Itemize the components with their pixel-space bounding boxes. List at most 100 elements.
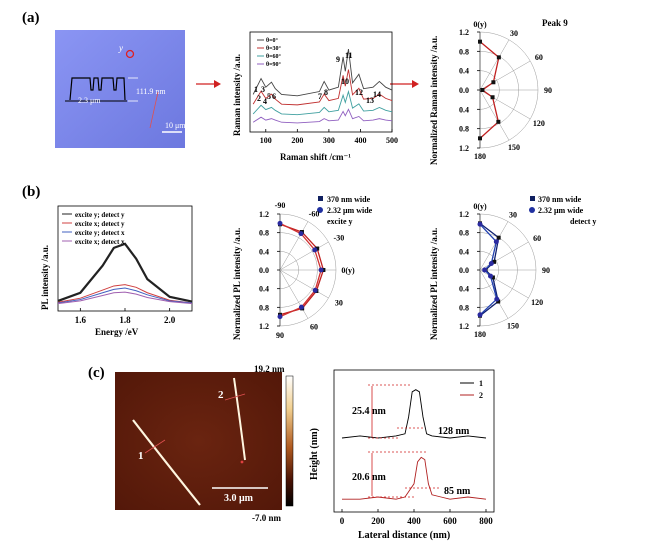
polar3-rtick-label-1: 0.8 [459,229,469,238]
profile-xtick-label-2: 400 [407,516,421,526]
panel-label-c: (c) [88,365,105,381]
polar3-point-1-2 [488,260,494,266]
polar3-rtick-label-4: 0.4 [459,285,469,294]
polar1-angle-label-1: 30 [510,29,518,38]
raman-xlabel: Raman shift /cm⁻¹ [280,152,351,162]
pl-xtick-label-0: 1.6 [75,315,87,325]
raman-peak-9: 9 [336,55,340,64]
polar2-spoke-4 [279,269,329,299]
polar2-point-1-6 [277,314,283,320]
raman-peak-5: 5 [267,92,271,101]
afm-colorbar-label: Height (nm) [309,428,320,480]
pl-legend-2: excite y; detect x [75,229,125,237]
polar1-angle-label-2: 60 [535,53,543,62]
polar2-spoke-1 [279,221,309,271]
polar1-point-0-0 [478,39,482,44]
profile-xlabel: Lateral distance (nm) [358,530,450,541]
afm-scale-min: -7.0 nm [252,513,282,523]
polar1-rtick-label-2: 0.4 [459,67,469,76]
polar1-point-0-3 [480,88,485,92]
profile-xtick-label-1: 200 [371,516,385,526]
profile-xtick-label-3: 600 [443,516,457,526]
raman-chart: Raman intensity /a.u. Raman shift /cm⁻¹ … [232,31,398,162]
polar3-rtick-label-0: 1.2 [459,210,469,219]
polar1-spoke-5 [479,89,510,141]
raman-legend-2: θ=60° [266,53,282,60]
polar3-point-1-1 [493,239,499,245]
polar3-point-0-4 [490,275,495,280]
polar-detect-y-chart: Normalized PL intensity /a.u. 370 nm wid… [429,195,596,340]
polar3-angle-label-5: 150 [507,321,519,330]
polar3-point-1-0 [477,221,483,227]
nanowire-line [149,91,159,129]
polar-peak9-chart: Peak 9 Normalized Raman intensity /a.u. … [429,18,568,165]
polar3-angle-label-2: 60 [533,234,541,243]
polar-excite-ylabel: Normalized PL intensity /a.u. [232,228,242,340]
polar2-angle-label-6: 90 [276,331,284,340]
polar2-angle-label-5: 60 [310,322,318,331]
polar-detect-legend: 370 nm wide 2.32 μm wide detect y [529,195,596,226]
polar2-point-1-2 [312,247,318,253]
pl-series-1 [57,284,193,304]
polar2-point-1-1 [298,231,304,237]
polar3-spoke-1 [479,221,509,271]
step-profile [69,77,126,101]
pl-xtick-label-1: 1.8 [119,315,131,325]
polar2-curve-0 [279,223,325,316]
profile-legend: 1 2 [460,379,483,400]
afm-image: 1 2 3.0 μm 19.2 nm -7.0 nm Height (nm) [115,364,320,523]
laser-spot-marker [125,49,135,59]
polar3-rtick-label-5: 0.8 [459,303,469,312]
raman-peak-8: 8 [324,88,328,97]
raman-peak-12: 12 [355,88,363,97]
pl-series-2 [57,287,193,304]
polar-excite-legend: 370 nm wide 2.32 μm wide excite y [317,195,373,226]
polar1-angle-label-3: 90 [544,86,552,95]
raman-peak-6: 6 [272,92,276,101]
polar2-angle-label-4: 30 [335,299,343,308]
profile-annotation-0: 25.4 nm [352,406,387,417]
optical-micrograph: y 2.3 μm 111.9 nm 10 μm [55,30,186,148]
raman-series-0 [252,48,393,97]
raman-series-3 [252,108,393,124]
raman-peak-1: 1 [254,85,258,94]
micrograph-scale-label: 10 μm [165,121,186,130]
raman-legend-1: θ=30° [266,45,282,52]
raman-peak-10: 10 [341,77,349,86]
arrow-right-icon-2 [412,80,419,88]
polar1-point-0-5 [496,119,501,124]
polar2-angle-label-1: -60 [309,210,320,219]
micrograph-step-height: 111.9 nm [136,87,166,96]
micrograph-width-label: 2.3 μm [78,96,101,105]
pl-legend-1: excite x; detect y [75,220,125,228]
raman-peak-11: 11 [345,51,353,60]
polar1-angle-label-0: 0(y) [473,20,487,29]
pl-legend-3: excite x; detect x [75,238,125,246]
polar3-spoke-4 [479,269,529,299]
polar1-point-0-2 [491,80,496,85]
polar2-rtick-label-5: 0.8 [259,303,269,312]
polar2-angle-label-3: 0(y) [341,266,355,275]
polar3-point-1-5 [494,296,500,302]
raman-xtick-label-1: 200 [291,136,303,145]
polar-excite-condition: excite y [327,217,353,226]
afm-scale-max: 19.2 nm [254,364,285,374]
polar-detect-legend-1: 2.32 μm wide [538,206,584,215]
panel-label-a: (a) [22,10,40,26]
polar3-point-1-3 [482,267,488,273]
micrograph-axis-label: y [118,43,123,53]
polar2-rtick-label-0: 1.2 [259,210,269,219]
polar2-rtick-label-1: 0.8 [259,229,269,238]
raman-legend-3: θ=90° [266,61,282,68]
pl-legend-0: excite y; detect y [75,211,125,219]
profile-xtick-label-0: 0 [340,516,345,526]
pl-legend: excite y; detect y excite x; detect y ex… [62,211,125,246]
raman-xtick-label-4: 500 [386,136,398,145]
polar3-angle-label-4: 120 [531,298,543,307]
polar1-angle-label-4: 120 [533,119,545,128]
polar3-angle-label-6: 180 [474,330,486,339]
raman-peak-3: 3 [261,85,265,94]
profile-annotation-1: 128 nm [438,426,470,437]
polar1-angle-label-5: 150 [508,143,520,152]
profile-legend-1: 2 [479,391,483,400]
